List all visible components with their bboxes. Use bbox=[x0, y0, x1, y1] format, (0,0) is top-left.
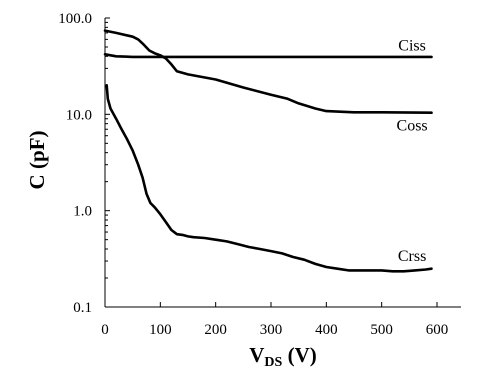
x-tick-label: 500 bbox=[370, 322, 393, 338]
x-ticks: 0 100 200 300 400 500 600 bbox=[101, 302, 448, 338]
y-tick-label: 10.0 bbox=[66, 107, 92, 123]
x-tick-label: 400 bbox=[315, 322, 338, 338]
curve-crss bbox=[105, 84, 433, 273]
y-axis-label: C (pF) bbox=[25, 131, 49, 190]
x-tick-label: 200 bbox=[204, 322, 227, 338]
curve-ciss bbox=[103, 53, 433, 59]
x-axis-label: VDS (V) bbox=[249, 343, 316, 370]
series-label-ciss: Ciss bbox=[398, 37, 426, 54]
y-ticks: 0.1 1.0 10.0 100.0 bbox=[58, 11, 110, 316]
y-tick-label: 0.1 bbox=[73, 300, 92, 316]
x-tick-label: 0 bbox=[101, 322, 109, 338]
y-tick-label: 1.0 bbox=[73, 204, 92, 220]
x-tick-label: 600 bbox=[426, 322, 449, 338]
series-label-crss: Crss bbox=[398, 248, 426, 265]
x-tick-label: 300 bbox=[260, 322, 283, 338]
series-labels: Ciss Coss Crss bbox=[397, 37, 428, 265]
x-tick-label: 100 bbox=[149, 322, 172, 338]
y-tick-label: 100.0 bbox=[58, 11, 92, 27]
curves bbox=[103, 29, 433, 273]
curve-coss bbox=[103, 29, 433, 114]
series-label-coss: Coss bbox=[397, 117, 428, 134]
